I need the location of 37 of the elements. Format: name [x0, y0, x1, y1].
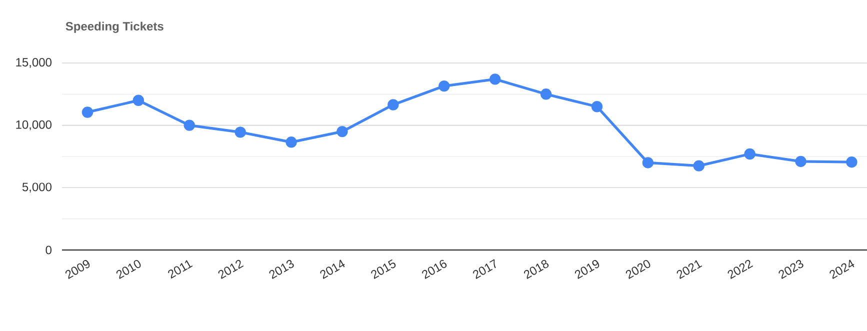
point: [388, 99, 399, 110]
x-tick-label: 2011: [168, 260, 193, 279]
point: [184, 120, 195, 131]
point: [438, 80, 450, 92]
x-tick-label: 2022: [728, 260, 754, 280]
y-tick-label: 10,000: [16, 120, 52, 130]
x-tick-label: 2019: [574, 260, 600, 280]
point: [744, 148, 756, 160]
point: [132, 94, 144, 106]
y-tick-label: 5,000: [22, 182, 52, 193]
x-tick-label: 2009: [65, 260, 90, 280]
point: [234, 126, 246, 138]
x-tick-label: 2017: [473, 259, 496, 280]
y-tick-label: 0: [46, 246, 52, 254]
point: [82, 106, 94, 118]
point: [489, 74, 501, 85]
point: [642, 157, 654, 168]
x-tick-label: 2013: [269, 260, 294, 280]
x-tick-label: 2012: [218, 260, 244, 280]
x-tick-label: 2021: [676, 260, 702, 280]
point: [591, 101, 603, 112]
chart-title: Speeding Tickets: [66, 22, 164, 33]
point: [846, 156, 858, 168]
x-tick-label: 2024: [830, 260, 854, 280]
x-tick-label: 2016: [422, 260, 447, 280]
point: [540, 88, 552, 100]
x-tick-label: 2018: [524, 260, 549, 280]
x-tick-label: 2010: [116, 260, 141, 280]
x-tick-label: 2023: [778, 260, 804, 280]
point: [336, 126, 348, 138]
x-tick-label: 2014: [320, 260, 345, 280]
point: [795, 156, 806, 168]
point: [693, 160, 704, 172]
y-tick-label: 15,000: [16, 58, 52, 68]
x-tick-label: 2020: [626, 260, 650, 280]
x-tick-label: 2015: [371, 259, 396, 280]
point: [286, 136, 297, 148]
